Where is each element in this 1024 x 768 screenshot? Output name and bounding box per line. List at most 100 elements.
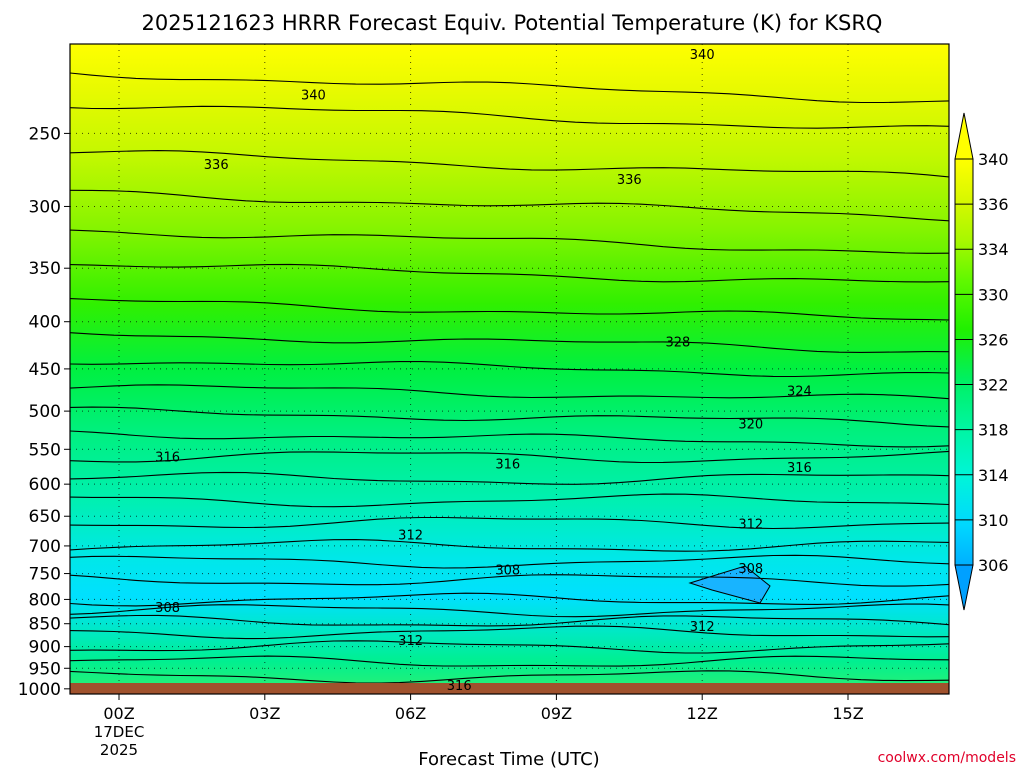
contour-label-text: 312 xyxy=(690,620,715,635)
y-tick-label: 900 xyxy=(29,638,61,658)
isoline xyxy=(70,625,949,640)
isoline xyxy=(70,430,949,448)
isoline xyxy=(70,574,949,587)
isoline xyxy=(70,539,949,552)
y-tick-label: 850 xyxy=(29,615,61,635)
x-tick-label: 03Z xyxy=(249,704,280,723)
x-axis: 00Z 03Z 06Z 09Z 12Z 15Z xyxy=(103,694,864,723)
x-tick-label: 00Z xyxy=(103,704,134,723)
contour-label: 316 xyxy=(787,461,812,476)
contour-label-text: 316 xyxy=(495,458,520,473)
contour-label: 308 xyxy=(495,563,520,578)
isoline xyxy=(70,640,949,654)
contour-label-text: 320 xyxy=(738,418,763,433)
isoline xyxy=(70,361,949,378)
colorbar-top-arrow xyxy=(954,112,974,160)
colorbar-label: 310 xyxy=(978,511,1009,530)
y-tick-label: 400 xyxy=(29,313,61,333)
plot-background xyxy=(70,44,949,694)
y-tick-label: 800 xyxy=(29,590,61,610)
isoline xyxy=(70,189,949,222)
contour-label-text: 308 xyxy=(495,563,520,578)
contour-label: 324 xyxy=(787,385,812,400)
contour-label-text: 312 xyxy=(398,528,423,543)
isoline xyxy=(70,229,949,254)
isoline xyxy=(70,72,949,104)
contour-label: 340 xyxy=(690,48,715,63)
contour-label: 320 xyxy=(738,418,763,433)
y-tick-label: 1000 xyxy=(18,680,61,700)
colorbar-label: 340 xyxy=(978,150,1009,169)
y-tick-label: 700 xyxy=(29,537,61,557)
isoline xyxy=(70,603,949,618)
colorbar-label: 330 xyxy=(978,285,1009,304)
x-date-line-2: 2025 xyxy=(100,741,138,759)
contour-label: 336 xyxy=(204,158,229,173)
y-tick-label: 500 xyxy=(29,402,61,422)
ground-strip xyxy=(70,683,949,694)
colorbar-label: 336 xyxy=(978,195,1009,214)
contour-label: 340 xyxy=(301,89,326,104)
contour-label-text: 316 xyxy=(787,461,812,476)
colorbar-label: 322 xyxy=(978,376,1009,395)
contour-label: 316 xyxy=(495,458,520,473)
isoline xyxy=(70,592,949,607)
chart-title: 2025121623 HRRR Forecast Equiv. Potentia… xyxy=(142,11,883,35)
contour-label-text: 340 xyxy=(690,48,715,63)
isoline xyxy=(70,332,949,353)
y-axis: 250 300 350 400 450 500 550 600 650 700 750 800 850 9… xyxy=(18,124,70,700)
plot-area: 340 340 336 336 328 324 320 316 316 316 312 312 308 3… xyxy=(70,44,949,694)
y-tick-label: 450 xyxy=(29,360,61,380)
y-tick-label: 350 xyxy=(29,259,61,279)
contour-label: 312 xyxy=(398,528,423,543)
isoline xyxy=(70,554,949,569)
contour-label-text: 308 xyxy=(155,601,180,616)
isoline xyxy=(70,150,949,178)
x-tick-label: 06Z xyxy=(395,704,426,723)
colorbar: 306 310 314 318 322 326 330 334 336 340 xyxy=(954,112,1009,611)
contour-label-text: 312 xyxy=(738,518,763,533)
isolines xyxy=(70,72,949,684)
isoline xyxy=(70,670,949,684)
low-theta-pocket xyxy=(688,565,771,604)
isoline xyxy=(70,516,949,530)
colorbar-label: 306 xyxy=(978,556,1009,575)
contour-label-text: 336 xyxy=(617,173,642,188)
contour-label-text: 316 xyxy=(447,679,472,694)
isoline xyxy=(70,493,949,508)
contour-label: 328 xyxy=(665,335,690,350)
colorbar-ticks: 306 310 314 318 322 326 330 334 336 340 xyxy=(955,150,1009,575)
contour-label: 336 xyxy=(617,173,642,188)
contour-label: 308 xyxy=(155,601,180,616)
isoline xyxy=(70,450,949,464)
contour-label-text: 308 xyxy=(738,562,763,577)
contour-label: 312 xyxy=(690,620,715,635)
isoline xyxy=(70,406,949,428)
contour-label-text: 316 xyxy=(155,451,180,466)
contour-label: 316 xyxy=(155,451,180,466)
x-date-line-1: 17DEC xyxy=(94,723,145,741)
credit-link[interactable]: coolwx.com/models xyxy=(878,750,1016,766)
isoline xyxy=(70,655,949,667)
y-tick-label: 550 xyxy=(29,440,61,460)
y-tick-label: 650 xyxy=(29,507,61,527)
colorbar-bottom-arrow xyxy=(954,564,974,611)
contour-label-text: 324 xyxy=(787,385,812,400)
isoline xyxy=(70,263,949,283)
isoline xyxy=(70,614,949,627)
isoline xyxy=(70,105,949,129)
contour-labels: 340 340 336 336 328 324 320 316 316 316 312 312 308 3… xyxy=(155,48,812,694)
contour-label-text: 328 xyxy=(665,335,690,350)
y-tick-label: 950 xyxy=(29,659,61,679)
colorbar-label: 314 xyxy=(978,466,1009,485)
contour-label: 312 xyxy=(738,518,763,533)
contour-label: 308 xyxy=(738,562,763,577)
contour-label: 312 xyxy=(398,634,423,649)
isoline xyxy=(70,471,949,485)
x-tick-label: 15Z xyxy=(832,704,863,723)
colorbar-label: 318 xyxy=(978,421,1009,440)
y-tick-label: 750 xyxy=(29,565,61,585)
isoline xyxy=(70,384,949,400)
y-tick-label: 300 xyxy=(29,197,61,217)
